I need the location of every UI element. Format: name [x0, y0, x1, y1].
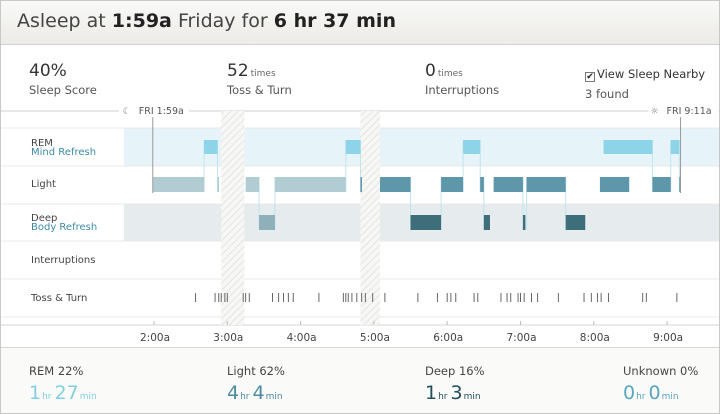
stage-segment-deep [410, 215, 442, 230]
sleep-score-label: Sleep Score [29, 83, 97, 97]
end-marker-label: FRI 9:11a [667, 106, 712, 117]
summary-deep-label: Deep 16% [425, 364, 485, 378]
toss-turn-unit: times [250, 69, 276, 79]
x-tick-label: 8:00a [579, 332, 610, 344]
nearby-found-count: 3 found [585, 87, 629, 101]
stage-segment-light [152, 177, 205, 192]
summary-unknown-label: Unknown 0% [623, 364, 699, 378]
view-sleep-nearby-checkbox[interactable]: ✔ View Sleep Nearby [585, 67, 705, 82]
interruptions-value: 0 [425, 61, 436, 81]
stage-segment-rem [603, 140, 653, 154]
toss-turn-layer [195, 293, 678, 302]
toss-turn-stat: 52 times Toss & Turn [227, 61, 292, 97]
title-start-time: 1:59a [111, 10, 172, 32]
summary-footer: REM 22% 1hr 27min Light 62% 4hr 4min Deep … [1, 347, 719, 413]
x-tick-label: 4:00a [286, 332, 317, 344]
row-label-light: Light [31, 179, 56, 190]
stage-segment-light [526, 177, 566, 192]
header-bar: Asleep at 1:59a Friday for 6 hr 37 min [1, 1, 719, 45]
x-tick-label: 7:00a [506, 332, 537, 344]
summary-light: Light 62% 4hr 4min [227, 364, 285, 404]
stage-segment-rem [670, 140, 680, 154]
x-tick-marks [153, 321, 668, 325]
summary-rem-hr: 1 [29, 382, 42, 404]
sleep-score-value: 40% [29, 61, 67, 81]
stage-segment-light [360, 177, 362, 192]
end-marker-bg [648, 103, 719, 117]
stage-segment-deep [565, 215, 586, 230]
interruptions-unit: times [437, 69, 463, 79]
title-day: Friday for [177, 10, 268, 32]
interruptions-label: Interruptions [425, 83, 500, 97]
stage-segment-rem [463, 140, 481, 154]
stage-segment-light [599, 177, 630, 192]
moon-icon: ☾ [123, 107, 131, 117]
stage-segment-rem [345, 140, 361, 154]
gap-region [221, 111, 245, 325]
sleep-chart: ☾ FRI 1:59a ☼ FRI 9:11a [1, 103, 719, 326]
stage-segment-deep [522, 215, 526, 230]
summary-unknown-min: 0 [648, 382, 661, 404]
stage-segment-deep [483, 215, 490, 230]
segment-layer [152, 140, 681, 230]
gap-region [360, 111, 381, 325]
stage-segment-light [245, 177, 260, 192]
stage-segment-light [652, 177, 671, 192]
stage-segment-light [274, 177, 346, 192]
summary-unknown: Unknown 0% 0hr 0min [623, 364, 699, 404]
x-tick-label: 6:00a [433, 332, 464, 344]
summary-rem-min: 27 [54, 382, 79, 404]
summary-light-hr: 4 [227, 382, 240, 404]
x-tick-label: 3:00a [213, 332, 244, 344]
page-title: Asleep at 1:59a Friday for 6 hr 37 min [17, 10, 396, 32]
checkbox-check-icon[interactable]: ✔ [585, 72, 595, 82]
summary-deep-min: 3 [450, 382, 463, 404]
stage-segment-light [480, 177, 484, 192]
x-tick-label: 9:00a [653, 332, 684, 344]
stage-segment-light [493, 177, 523, 192]
stage-segment-deep [259, 215, 275, 230]
row-label-interruptions: Interruptions [31, 255, 96, 266]
stage-segment-light [380, 177, 411, 192]
sun-icon: ☼ [651, 107, 659, 117]
start-marker-label: FRI 1:59a [139, 106, 184, 117]
title-prefix: Asleep at [17, 10, 106, 32]
interruptions-stat: 0 times Interruptions [425, 61, 499, 97]
toss-turn-value: 52 [227, 61, 249, 81]
stage-segment-light [441, 177, 464, 192]
summary-deep-hr: 1 [425, 382, 438, 404]
summary-light-min: 4 [252, 382, 265, 404]
view-nearby-label: View Sleep Nearby [597, 67, 706, 81]
x-tick-label: 5:00a [359, 332, 390, 344]
summary-deep: Deep 16% 1hr 3min [425, 364, 485, 404]
row-label-rem: REM Mind Refresh [31, 138, 97, 158]
sleep-score-stat: 40% Sleep Score [29, 61, 97, 97]
start-marker-bg [118, 103, 189, 117]
stage-segment-rem [204, 140, 218, 154]
toss-turn-label: Toss & Turn [227, 83, 292, 97]
x-tick-label: 2:00a [140, 332, 171, 344]
stage-segment-light [217, 177, 220, 192]
row-label-toss-turn: Toss & Turn [31, 293, 88, 304]
summary-light-label: Light 62% [227, 364, 285, 378]
row-label-deep: Deep Body Refresh [31, 213, 98, 233]
summary-unknown-hr: 0 [623, 382, 636, 404]
gap-layer [221, 111, 381, 325]
summary-rem: REM 22% 1hr 27min [29, 364, 100, 404]
title-duration: 6 hr 37 min [273, 10, 396, 32]
summary-rem-label: REM 22% [29, 364, 84, 378]
